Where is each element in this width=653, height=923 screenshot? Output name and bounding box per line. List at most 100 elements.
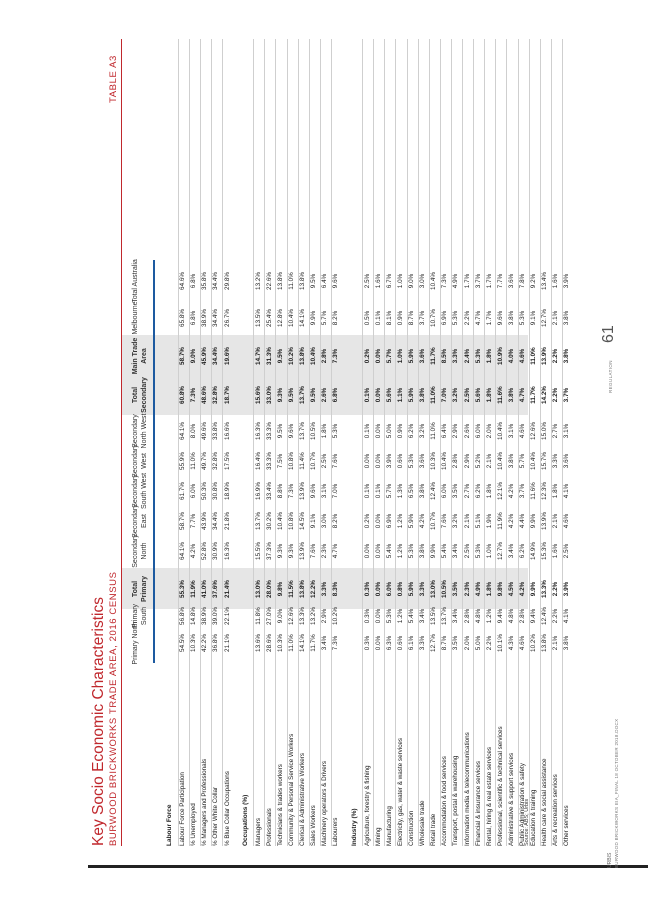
table-cell: 13.8% <box>299 272 307 290</box>
table-cell: 11.5% <box>288 580 295 598</box>
column-header: Total Secondary <box>132 377 148 413</box>
row-label: Technicians & trades workers <box>276 764 284 846</box>
column-header-bar <box>153 410 155 452</box>
margin-rule <box>88 865 648 868</box>
table-cell: 0.0% <box>374 581 382 597</box>
row-label: Clerical & Administrative Workers <box>299 753 307 846</box>
row-label: Manufacturing <box>385 806 393 846</box>
table-cell: 15.6% <box>254 386 262 404</box>
table-cell: 13.3% <box>541 580 549 598</box>
table-cell: 3.9% <box>563 581 571 597</box>
section-heading: Occupations (%) <box>241 794 249 846</box>
row-label: Managers <box>254 817 262 846</box>
table-cell: 33.0% <box>265 386 273 404</box>
table-cell: 13.9% <box>541 347 549 365</box>
page-number: 61 <box>600 325 617 343</box>
table-cell: 13.8% <box>276 272 284 290</box>
column-header-bar <box>153 297 155 339</box>
table-cell: 3.6% <box>419 348 427 364</box>
table-cell: 0.1% <box>363 387 371 403</box>
table-cell: 9.5% <box>310 273 318 289</box>
footer-file: BURWOOD BRICKWORKS EIA_FINAL 18 OCTOBER … <box>614 718 619 868</box>
row-label: Financial & insurance services <box>474 760 482 846</box>
table-cell: 1.0% <box>396 348 404 364</box>
table-cell: 7.3% <box>332 348 340 364</box>
table-cell: 9.8% <box>276 581 284 597</box>
row-label: Labourers <box>332 817 340 846</box>
table-cell: 5.9% <box>408 348 415 364</box>
table-cell: 5.9% <box>408 387 415 403</box>
table-cell: 0.2% <box>363 348 371 364</box>
table-cell: 0.8% <box>396 581 404 597</box>
row-label: Information media & telecommunications <box>463 732 471 846</box>
table-cell: 2.5% <box>463 387 471 403</box>
table-cell: 11.7% <box>430 347 438 365</box>
table-cell: 7.8% <box>519 273 526 289</box>
row-label: Professionals <box>265 808 273 846</box>
table-cell: 5.6% <box>474 387 482 403</box>
row-label: Wholesale trade <box>419 800 427 846</box>
table-cell: 1.8% <box>485 387 493 403</box>
table-cell: 3.7% <box>474 273 482 289</box>
table-cell: 3.0% <box>419 273 427 289</box>
table-cell: 2.4% <box>463 348 471 364</box>
table-cell: 6.4% <box>321 273 329 289</box>
table-cell: 11.7% <box>530 386 538 404</box>
table-cell: 19.6% <box>223 347 231 365</box>
table-cell: 5.6% <box>385 387 393 403</box>
table-cell: 2.2% <box>552 581 560 597</box>
table-cell: 2.8% <box>321 348 329 364</box>
row-label: % Other White Collar <box>212 786 220 846</box>
table-cell: 4.6% <box>519 348 526 364</box>
row-label: Construction <box>408 810 415 846</box>
table-cell: 7.7% <box>496 273 504 289</box>
table-cell: 4.9% <box>452 273 460 289</box>
table-cell: 1.6% <box>552 273 560 289</box>
table-cell: 3.8% <box>419 387 427 403</box>
table-cell: 8.5% <box>441 348 449 364</box>
row-label: Education & training <box>530 789 538 846</box>
row-label: Administrative & support services <box>507 752 515 846</box>
row-label: Machinery operators & Drivers <box>321 760 329 846</box>
page-title: Key Socio Economic Characteristics <box>90 597 107 846</box>
table-cell: 3.8% <box>563 348 571 364</box>
table-cell: 11.0% <box>430 386 438 404</box>
table-cell: 9.9% <box>530 581 538 597</box>
row-label: % Blue Collar Occupations <box>223 771 231 846</box>
table-cell: 9.5% <box>310 387 318 403</box>
table-cell: 3.2% <box>452 387 460 403</box>
table-cell: 13.4% <box>541 272 549 290</box>
table-cell: 34.4% <box>212 272 220 290</box>
table-cell: 5.7% <box>385 348 393 364</box>
footer-brand: URBIS <box>607 852 613 868</box>
table-cell: 6.7% <box>385 273 393 289</box>
table-cell: 60.8% <box>179 386 187 404</box>
row-label: Professional, scientific & technical ser… <box>496 726 504 846</box>
table-cell: 1.7% <box>463 273 471 289</box>
table-cell: 1.8% <box>485 348 493 364</box>
table-cell: 4.7% <box>519 387 526 403</box>
column-header-bar <box>153 260 155 302</box>
table-cell: 10.4% <box>310 347 318 365</box>
table-cell: 41.0% <box>201 580 209 598</box>
table-cell: 9.3% <box>276 387 284 403</box>
row-label: % Unemployed <box>190 803 198 846</box>
table-cell: 0.0% <box>374 348 382 364</box>
table-cell: 32.8% <box>212 386 220 404</box>
row-label: Transport, postal & warehousing <box>452 755 460 846</box>
table-cell: 11.0% <box>530 347 538 365</box>
table-cell: 7.3% <box>190 387 198 403</box>
table-cell: 28.0% <box>265 580 273 598</box>
table-cell: 9.0% <box>190 348 198 364</box>
table-cell: 2.6% <box>321 387 329 403</box>
source-note: Source: ABS; Urbis <box>524 798 530 846</box>
table-cell: 3.8% <box>507 387 515 403</box>
table-cell: 64.6% <box>179 272 187 290</box>
table-cell: 35.8% <box>201 272 209 290</box>
table-cell: 1.6% <box>374 273 382 289</box>
table-cell: 13.0% <box>430 580 438 598</box>
column-header: Total Primary <box>132 575 148 603</box>
table-cell: 37.6% <box>212 580 220 598</box>
table-cell: 13.7% <box>299 386 307 404</box>
table-cell: 8.3% <box>332 581 340 597</box>
